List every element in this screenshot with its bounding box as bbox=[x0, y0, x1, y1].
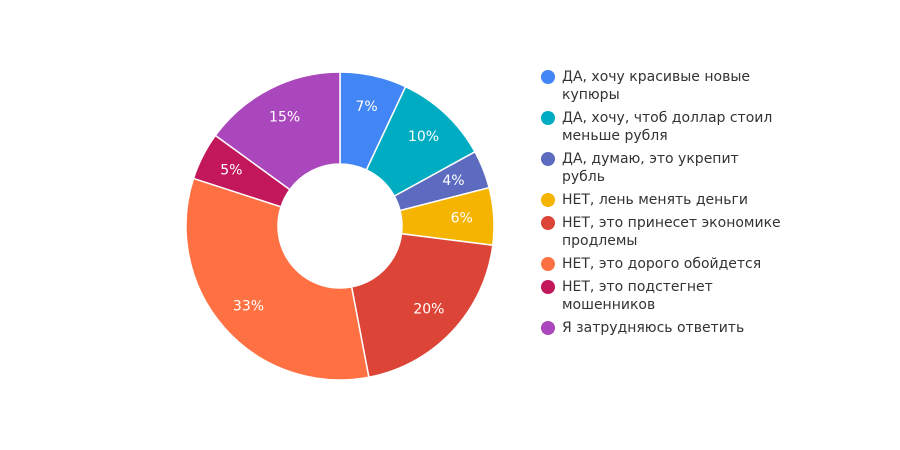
legend-label: НЕТ, это подстегнет мошенников bbox=[562, 279, 713, 313]
legend-swatch bbox=[541, 216, 555, 230]
legend-item[interactable]: ДА, хочу красивые новые купюры bbox=[541, 68, 781, 104]
slice-label: 15% bbox=[269, 109, 300, 125]
legend: ДА, хочу красивые новые купюры ДА, хочу,… bbox=[541, 68, 781, 342]
legend-item[interactable]: ДА, думаю, это укрепит рубль bbox=[541, 150, 781, 186]
legend-label: ДА, хочу красивые новые купюры bbox=[562, 69, 750, 103]
slice-label: 7% bbox=[356, 99, 378, 115]
legend-item[interactable]: Я затрудняюсь ответить bbox=[541, 319, 781, 337]
legend-label: ДА, хочу, чтоб доллар стоил меньше рубля bbox=[562, 110, 773, 144]
legend-swatch bbox=[541, 152, 555, 166]
legend-swatch bbox=[541, 257, 555, 271]
slice-label: 20% bbox=[413, 302, 444, 318]
slice-label: 5% bbox=[220, 163, 242, 179]
legend-label: НЕТ, лень менять деньги bbox=[562, 192, 748, 208]
slices bbox=[185, 71, 495, 381]
slice-labels: 7% 10% 4% 6% 20% 33% 5% 15% bbox=[220, 99, 473, 318]
donut-slice[interactable] bbox=[214, 71, 341, 191]
slice-label: 33% bbox=[233, 299, 264, 315]
legend-item[interactable]: НЕТ, это дорого обойдется bbox=[541, 255, 781, 273]
legend-item[interactable]: ДА, хочу, чтоб доллар стоил меньше рубля bbox=[541, 109, 781, 145]
legend-label: ДА, думаю, это укрепит рубль bbox=[562, 151, 739, 185]
donut-slice[interactable] bbox=[350, 232, 494, 379]
legend-swatch bbox=[541, 321, 555, 335]
slice-label: 6% bbox=[451, 210, 473, 226]
legend-swatch bbox=[541, 280, 555, 294]
legend-swatch bbox=[541, 193, 555, 207]
legend-item[interactable]: НЕТ, лень менять деньги bbox=[541, 191, 781, 209]
slice-label: 10% bbox=[408, 129, 439, 145]
legend-label: Я затрудняюсь ответить bbox=[562, 320, 745, 336]
legend-swatch bbox=[541, 70, 555, 84]
legend-swatch bbox=[541, 111, 555, 125]
donut-slice[interactable] bbox=[185, 177, 370, 381]
legend-item[interactable]: НЕТ, это подстегнет мошенников bbox=[541, 278, 781, 314]
legend-label: НЕТ, это дорого обойдется bbox=[562, 256, 762, 272]
legend-label: НЕТ, это принесет экономике продлемы bbox=[562, 215, 781, 249]
legend-item[interactable]: НЕТ, это принесет экономике продлемы bbox=[541, 214, 781, 250]
slice-label: 4% bbox=[442, 173, 464, 189]
